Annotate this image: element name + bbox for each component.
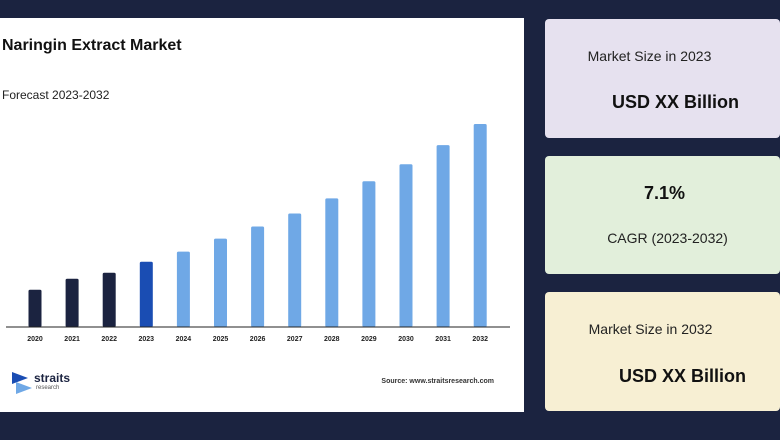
tick-label-2031: 2031: [435, 336, 451, 343]
card-value: USD XX Billion: [611, 92, 739, 112]
bar-2032: [473, 124, 487, 327]
chart-title: Naringin Extract Market: [2, 37, 182, 54]
bar-2027: [288, 213, 302, 327]
tick-label-2026: 2026: [250, 336, 266, 343]
tick-label-2022: 2022: [101, 336, 117, 343]
bar-2030: [399, 164, 413, 327]
tick-label-2028: 2028: [324, 336, 340, 343]
chart-panel: Naringin Extract Market Forecast 2023-20…: [0, 18, 524, 412]
bar-chart: 2020 2021 2022 2023 2024 2025 2026 2027 2028 2029…: [6, 124, 510, 343]
card-label: Market Size in 2032: [588, 321, 713, 337]
bar-2024: [176, 251, 190, 327]
tick-label-2024: 2024: [176, 336, 192, 343]
card-value: USD XX Billion: [618, 366, 746, 386]
tick-label-2025: 2025: [213, 336, 229, 343]
market-size-2023-card: Market Size in 2023 USD XX Billion: [545, 19, 780, 138]
card-label: CAGR (2023-2032): [607, 230, 728, 246]
straits-logo: straits research: [12, 368, 92, 398]
straits-logo-icon: [12, 372, 32, 394]
source-note: Source: www.straitsresearch.com: [381, 378, 494, 385]
tick-label-2029: 2029: [361, 336, 377, 343]
bar-2031: [436, 145, 450, 327]
bar-2022: [102, 272, 116, 327]
tick-label-2030: 2030: [398, 336, 414, 343]
logo-name: straits: [34, 371, 71, 385]
chart-subtitle: Forecast 2023-2032: [2, 88, 110, 102]
bar-2026: [251, 226, 265, 327]
tick-label-2032: 2032: [472, 336, 488, 343]
tick-label-2027: 2027: [287, 336, 303, 343]
bar-2021: [65, 278, 79, 327]
bar-2028: [325, 198, 339, 327]
tick-label-2021: 2021: [64, 336, 80, 343]
card-value: 7.1%: [643, 183, 686, 203]
bar-2023: [139, 261, 153, 327]
logo-subtext: research: [36, 385, 60, 391]
bar-2029: [362, 181, 376, 327]
card-label: Market Size in 2023: [587, 48, 712, 64]
tick-label-2020: 2020: [27, 336, 43, 343]
cagr-card: 7.1% CAGR (2023-2032): [545, 156, 780, 274]
bar-2025: [214, 238, 227, 327]
bar-2020: [28, 289, 42, 327]
tick-label-2023: 2023: [139, 336, 155, 343]
market-size-2032-card: Market Size in 2032 USD XX Billion: [545, 292, 780, 411]
